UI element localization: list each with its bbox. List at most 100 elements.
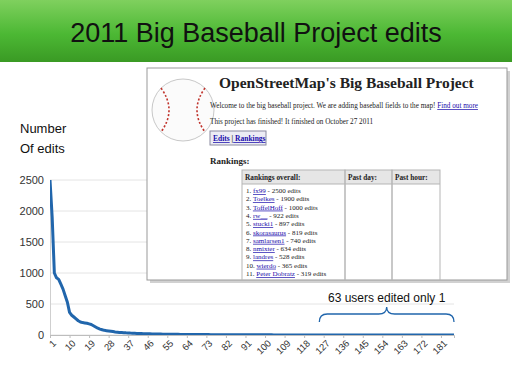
rank: 6. [246,229,253,237]
rankings-heading: Rankings: [210,156,250,166]
user-link[interactable]: wierdo [257,262,277,270]
x-tick-label: 46 [141,338,156,353]
user-link[interactable]: landres [253,253,273,261]
x-tick: 82 [219,335,234,353]
x-tick-label: 91 [238,338,253,353]
tabs: Edits | Rankings [213,134,266,143]
stitch [197,88,205,132]
rank: 3. [246,204,253,212]
x-tick: 172 [411,335,430,357]
x-tick: 28 [102,335,117,353]
user-link[interactable]: ToffelHoff [253,204,284,212]
x-tick: 1 [47,335,59,349]
y-tick-label: 1000 [20,267,44,279]
table-header: Past hour: [395,173,428,182]
link[interactable]: Find out more [437,102,478,110]
y-tick: 1000 [20,267,50,279]
x-tick-label: 145 [352,338,371,357]
x-tick-label: 55 [160,338,175,353]
table-column [345,170,392,280]
tab-bar [210,131,266,145]
ranking-row: 8. nmixter - 634 edits [246,245,306,253]
rank: 9. [246,253,253,261]
inset-screenshot: OpenStreetMap's Big Baseball Project Welc… [147,68,507,282]
table-header: Past day: [348,173,377,182]
rankings-table: Rankings overall:Past day:Past hour:1. f… [242,170,440,280]
x-tick-label: 181 [430,338,449,357]
x-tick: 19 [82,335,97,353]
edits: - 897 edits [273,220,305,228]
edits: - 365 edits [276,262,308,270]
x-tick: 73 [199,335,214,353]
ranking-row: 10. wierdo - 365 edits [246,262,308,270]
x-tick: 127 [313,335,332,357]
title: 2011 Big Baseball Project edits [70,18,442,48]
tab[interactable]: Edits [213,134,230,143]
y-tick: 2000 [20,205,50,217]
y-axis-title: Number [20,121,67,136]
x-tick-label: 127 [313,338,332,357]
x-tick-label: 100 [254,338,273,357]
edits: - 319 edits [295,270,327,278]
y-tick-label: 0 [38,329,44,341]
user-link[interactable]: fx99 [253,187,266,195]
user-link[interactable]: Peter Dobratz [256,270,295,278]
baseball [152,79,214,141]
x-tick-label: 73 [199,338,214,353]
y-tick: 500 [26,298,50,310]
user-link[interactable]: Toelkes [253,195,275,203]
user-link[interactable]: nmixter [253,245,275,253]
table-column [392,170,440,280]
user-link[interactable]: stucki1 [253,220,274,228]
table-header-bg [242,170,440,184]
welcome: Welcome to the big baseball project. We … [210,102,437,110]
rank: 7. [246,237,253,245]
x-tick: 10 [62,335,77,353]
x-tick-label: 28 [102,338,117,353]
rank: 8. [246,245,253,253]
stitch [161,88,169,132]
x-tick-label: 136 [332,338,351,357]
x-tick: 109 [274,335,293,357]
user-link[interactable]: rw__ [253,212,268,220]
x-tick-label: 82 [219,338,234,353]
ranking-row: 1. fx99 - 2500 edits [246,187,301,195]
x-tick: 37 [121,335,136,353]
ranking-row: 6. skorasaurus - 819 edits [246,229,318,237]
rank: 11. [246,270,256,278]
ranking-row: 7. samlarsen1 - 740 edits [246,237,316,245]
edits: - 819 edits [286,229,318,237]
edits: - 634 edits [275,245,307,253]
x-tick-label: 163 [391,338,410,357]
rank: 5. [246,220,253,228]
x-tick-label: 10 [62,338,77,353]
ranking-row: 5. stucki1 - 897 edits [246,220,305,228]
slide: 2011 Big Baseball Project edits 0 500 1000 1… [0,0,512,384]
edits: - 1000 edits [283,204,318,212]
welcome-text: Welcome to the big baseball project. We … [210,102,478,110]
x-tick: 55 [160,335,175,353]
ranking-row: 9. landres - 528 edits [246,253,305,261]
tab[interactable]: Rankings [233,134,265,143]
y-tick-label: 1500 [20,236,44,248]
x-axis-line [51,336,455,339]
user-link[interactable]: samlarsen1 [253,237,285,245]
x-tick-label: 154 [371,338,390,357]
x-tick: 118 [294,335,312,356]
x-tick-label: 172 [411,338,430,357]
y-tick-label: 2000 [20,205,44,217]
y-axis-title: Of edits [20,141,65,156]
x-tick-label: 19 [82,338,97,353]
x-tick-label: 118 [294,338,312,356]
inset-frame [147,68,507,280]
edits: - 740 edits [285,237,317,245]
user-link[interactable]: skorasaurus [253,229,286,237]
table-column [242,170,345,280]
x-tick: 46 [141,335,156,353]
x-tick: 100 [254,335,273,357]
edits: - 2500 edits [266,187,301,195]
inset-heading: OpenStreetMap's Big Baseball Project [219,74,475,91]
x-tick: 181 [430,335,449,357]
slide-canvas: 2011 Big Baseball Project edits 0 500 1000 1… [0,0,512,384]
rank: 2. [246,195,253,203]
